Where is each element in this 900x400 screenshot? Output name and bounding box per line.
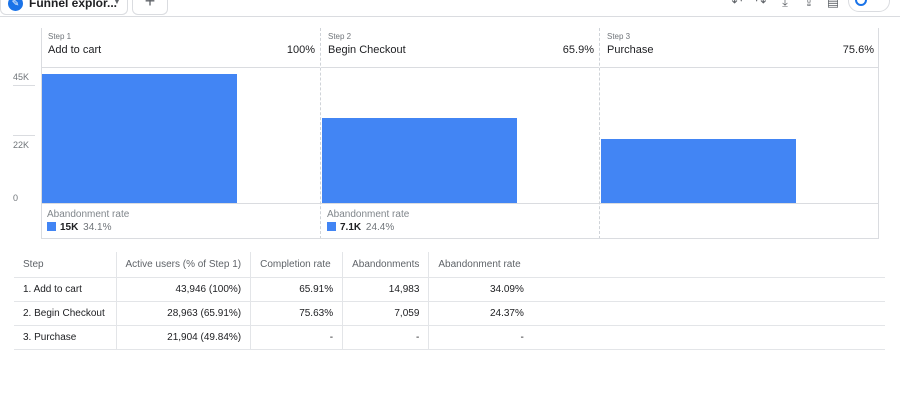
cell-completion-rate: 65.91% — [250, 277, 344, 302]
table-row[interactable]: 2. Begin Checkout 28,963 (65.91%) 75.63%… — [14, 301, 885, 326]
y-tick-label: 45K — [13, 72, 30, 82]
step-name: Purchase — [607, 44, 654, 56]
cell-abandonment-rate: 24.37% — [428, 301, 533, 326]
funnel-step-1[interactable]: Step 1 Add to cart 100% Abandonment rate… — [41, 28, 320, 239]
column-header-step[interactable]: Step — [14, 252, 117, 278]
y-gridline — [13, 85, 35, 86]
cell-completion-rate: 75.63% — [250, 301, 344, 326]
cell-abandonments: - — [342, 325, 430, 350]
y-tick-label: 22K — [13, 140, 30, 150]
step-name: Add to cart — [48, 44, 102, 56]
abandonment-value: 7.1K — [340, 222, 362, 233]
cell-step: 2. Begin Checkout — [14, 301, 117, 326]
cell-abandonment-rate: - — [428, 325, 533, 350]
cell-step: 1. Add to cart — [14, 277, 117, 302]
abandonment-value: 15K — [60, 222, 79, 233]
download-icon[interactable]: ⤓ — [782, 0, 788, 9]
step-header: Step 1 Add to cart 100% — [41, 28, 320, 68]
insights-circle-icon — [855, 0, 867, 6]
abandonment-rate: 34.1% — [83, 222, 112, 233]
step-percent: 100% — [286, 44, 315, 56]
insights-button[interactable] — [848, 0, 890, 12]
exploration-tab-bar: ✎ Funnel explor... ▼ + ↶ ↷ ⤓ ⇪ ▤ — [0, 0, 900, 17]
step-name: Begin Checkout — [328, 44, 406, 56]
step-header: Step 2 Begin Checkout 65.9% — [321, 28, 599, 68]
table-header-row: Step Active users (% of Step 1) Completi… — [14, 252, 885, 278]
y-gridline — [13, 135, 35, 136]
cell-abandonments: 7,059 — [342, 301, 430, 326]
column-header-completion-rate[interactable]: Completion rate — [250, 252, 344, 278]
abandonment-title: Abandonment rate — [327, 209, 410, 220]
cell-active-users: 28,963 (65.91%) — [116, 301, 252, 326]
abandonment-swatch-icon — [327, 222, 336, 231]
step-number-label: Step 1 — [48, 32, 72, 41]
funnel-pencil-icon: ✎ — [8, 0, 23, 11]
funnel-step-3[interactable]: Step 3 Purchase 75.6% — [599, 28, 879, 239]
abandonment-box: Abandonment rate 15K 34.1% — [41, 203, 320, 239]
table-row[interactable]: 3. Purchase 21,904 (49.84%) - - - — [14, 325, 885, 350]
column-header-filler — [532, 252, 885, 278]
insights-icon[interactable]: ▤ — [826, 0, 840, 9]
undo-icon[interactable]: ↶ — [731, 0, 743, 9]
funnel-bar[interactable] — [601, 138, 796, 203]
cell-completion-rate: - — [250, 325, 344, 350]
abandonment-box: Abandonment rate 7.1K 24.4% — [321, 203, 599, 239]
funnel-step-2[interactable]: Step 2 Begin Checkout 65.9% Abandonment … — [320, 28, 599, 239]
abandonment-box-empty — [600, 203, 879, 239]
cell-filler — [532, 301, 885, 326]
step-percent: 65.9% — [562, 44, 594, 56]
step-percent: 75.6% — [842, 44, 874, 56]
cell-filler — [532, 325, 885, 350]
funnel-chart: 45K 22K 0 Step 1 Add to cart 100% Abando… — [0, 28, 900, 240]
cell-active-users: 21,904 (49.84%) — [116, 325, 252, 350]
cell-abandonments: 14,983 — [342, 277, 430, 302]
share-icon[interactable]: ⇪ — [803, 0, 815, 9]
exploration-tab[interactable]: ✎ Funnel explor... ▼ — [0, 0, 128, 15]
step-header: Step 3 Purchase 75.6% — [600, 28, 879, 68]
column-header-abandonments[interactable]: Abandonments — [342, 252, 430, 278]
exploration-tab-label: Funnel explor... — [29, 0, 118, 10]
cell-active-users: 43,946 (100%) — [116, 277, 252, 302]
y-tick-label: 0 — [13, 193, 19, 203]
chevron-down-icon[interactable]: ▼ — [113, 0, 121, 6]
cell-filler — [532, 277, 885, 302]
funnel-bar[interactable] — [42, 74, 237, 203]
abandonment-stats: 7.1K 24.4% — [327, 222, 394, 233]
abandonment-rate: 24.4% — [365, 222, 395, 233]
funnel-table: Step Active users (% of Step 1) Completi… — [14, 252, 885, 350]
abandonment-swatch-icon — [47, 222, 56, 231]
table-row[interactable]: 1. Add to cart 43,946 (100%) 65.91% 14,9… — [14, 277, 885, 302]
cell-abandonment-rate: 34.09% — [428, 277, 533, 302]
toolbar: ↶ ↷ ⤓ ⇪ ▤ — [730, 0, 840, 10]
cell-step: 3. Purchase — [14, 325, 117, 350]
abandonment-title: Abandonment rate — [47, 209, 130, 220]
funnel-bar[interactable] — [322, 118, 517, 203]
abandonment-stats: 15K 34.1% — [47, 222, 112, 233]
column-header-abandonment-rate[interactable]: Abandonment rate — [428, 252, 533, 278]
column-header-active-users[interactable]: Active users (% of Step 1) — [116, 252, 252, 278]
redo-icon[interactable]: ↷ — [755, 0, 767, 9]
step-number-label: Step 3 — [607, 32, 631, 41]
step-number-label: Step 2 — [328, 32, 352, 41]
add-tab-button[interactable]: + — [132, 0, 168, 15]
